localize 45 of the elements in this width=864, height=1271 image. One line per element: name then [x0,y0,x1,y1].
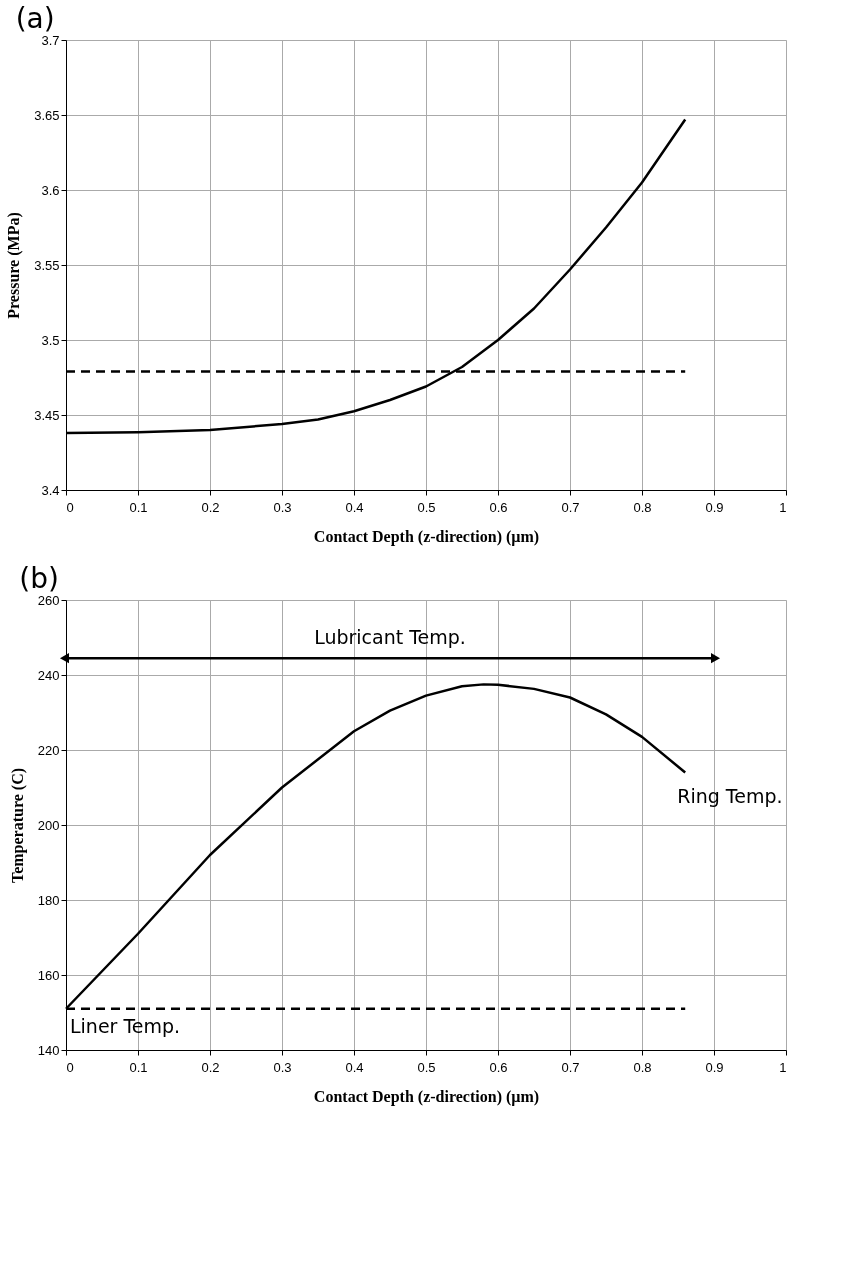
y-tick-label: 3.6 [41,182,60,198]
y-tick-label: 140 [37,1042,60,1058]
x-tick-label: 0.1 [129,1059,148,1075]
x-tick-label: 0.6 [489,1059,508,1075]
x-tick-label: 0.6 [489,499,508,515]
y-tick-label: 3.4 [41,482,60,498]
annotation: Lubricant Temp. [314,626,466,649]
x-tick-label: 0.2 [201,1059,220,1075]
x-tick-label: 0.3 [273,1059,292,1075]
x-axis-title: Contact Depth (z-direction) (µm) [313,527,540,546]
x-tick-label: 0 [66,1059,74,1075]
chart-title: (a) [15,2,55,35]
y-tick-label: 200 [37,817,60,833]
x-tick-label: 0.7 [561,499,580,515]
y-tick-label: 3.5 [41,332,60,348]
x-axis-title: Contact Depth (z-direction) (µm) [313,1087,540,1106]
y-tick-label: 3.65 [34,107,60,123]
y-tick-label: 240 [37,667,60,683]
x-tick-label: 0.7 [561,1059,580,1075]
x-tick-label: 1 [779,499,787,515]
y-tick-label: 3.55 [34,257,60,273]
y-tick-label: 180 [37,892,60,908]
y-axis-title: Pressure (MPa) [5,212,24,319]
x-tick-label: 0.8 [633,1059,652,1075]
y-tick-label: 3.7 [41,32,60,48]
y-tick-label: 260 [37,592,60,608]
x-tick-label: 0.3 [273,499,292,515]
chart-title: (b) [19,562,59,595]
x-tick-label: 0.9 [705,1059,724,1075]
y-axis-title: Temperature (C) [8,767,27,884]
annotation: Liner Temp. [70,1014,181,1037]
x-tick-label: 0.5 [417,499,436,515]
x-tick-label: 0.1 [129,499,148,515]
x-tick-label: 0.9 [705,499,724,515]
annotation: Ring Temp. [677,784,783,807]
x-tick-label: 0.4 [345,1059,364,1075]
x-tick-label: 0.5 [417,1059,436,1075]
x-tick-label: 0.4 [345,499,364,515]
x-tick-label: 0.2 [201,499,220,515]
x-tick-label: 0.8 [633,499,652,515]
y-tick-label: 3.45 [34,407,60,423]
x-tick-label: 0 [66,499,74,515]
y-tick-label: 160 [37,967,60,983]
y-tick-label: 220 [37,742,60,758]
x-tick-label: 1 [779,1059,787,1075]
